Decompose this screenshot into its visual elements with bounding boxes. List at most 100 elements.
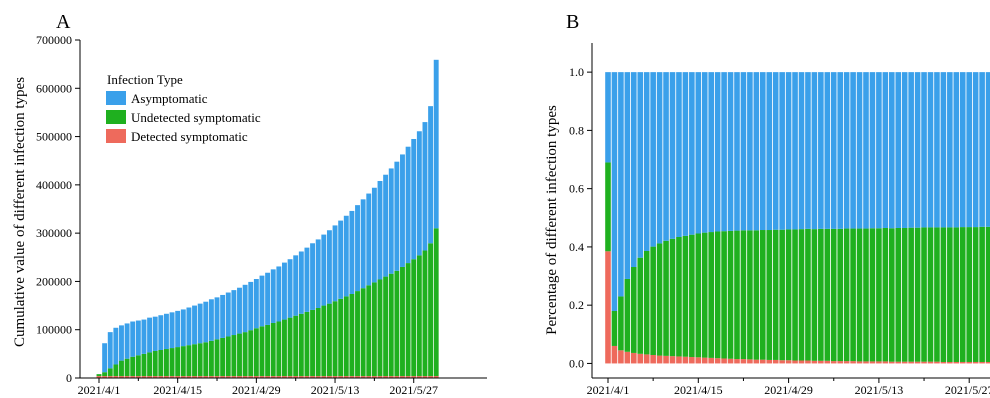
- bar-detected-symptomatic-38: [850, 361, 856, 364]
- bar-undetected-symptomatic-11: [676, 237, 682, 357]
- bar-detected-symptomatic-22: [220, 376, 226, 378]
- bar-detected-symptomatic-60: [433, 376, 439, 378]
- bar-undetected-symptomatic-7: [650, 246, 656, 355]
- bar-undetected-symptomatic-54: [953, 227, 960, 362]
- bar-detected-symptomatic-29: [259, 376, 265, 378]
- bar-detected-symptomatic-59: [985, 361, 990, 364]
- bar-undetected-symptomatic-5: [637, 257, 644, 354]
- bar-undetected-symptomatic-9: [147, 352, 153, 377]
- bar-detected-symptomatic-21: [740, 359, 747, 364]
- bar-detected-symptomatic-17: [192, 376, 197, 378]
- bar-asymptomatic-18: [721, 72, 727, 232]
- y-tick-label: 0: [66, 371, 72, 385]
- bar-detected-symptomatic-52: [388, 376, 394, 378]
- bar-detected-symptomatic-7: [135, 376, 141, 378]
- bar-undetected-symptomatic-21: [214, 339, 220, 377]
- bar-detected-symptomatic-31: [805, 360, 811, 364]
- panel-b-bars: [605, 72, 990, 364]
- bar-undetected-symptomatic-36: [298, 313, 304, 377]
- bar-detected-symptomatic-35: [830, 361, 837, 364]
- bar-asymptomatic-25: [237, 287, 242, 334]
- bar-undetected-symptomatic-51: [383, 276, 389, 377]
- bar-asymptomatic-59: [428, 106, 434, 244]
- bar-detected-symptomatic-26: [772, 359, 779, 364]
- bar-detected-symptomatic-29: [792, 360, 798, 364]
- bar-asymptomatic-48: [914, 72, 921, 228]
- bar-asymptomatic-22: [747, 72, 753, 231]
- bar-detected-symptomatic-40: [863, 361, 869, 364]
- bar-detected-symptomatic-34: [824, 360, 831, 364]
- bar-undetected-symptomatic-16: [186, 345, 192, 377]
- bar-detected-symptomatic-36: [298, 376, 304, 378]
- bar-asymptomatic-36: [837, 72, 843, 229]
- bar-undetected-symptomatic-49: [921, 227, 927, 362]
- bar-detected-symptomatic-32: [811, 360, 818, 364]
- bar-undetected-symptomatic-53: [394, 270, 400, 377]
- bar-undetected-symptomatic-49: [371, 282, 377, 377]
- bar-asymptomatic-40: [863, 72, 869, 229]
- bar-asymptomatic-0: [605, 72, 611, 163]
- bar-asymptomatic-8: [656, 72, 663, 244]
- bar-undetected-symptomatic-26: [772, 229, 779, 360]
- y-tick-label: 700000: [36, 33, 72, 47]
- bar-asymptomatic-29: [259, 275, 265, 327]
- bar-asymptomatic-55: [405, 146, 411, 264]
- y-tick-label: 0.4: [569, 240, 584, 254]
- y-tick-label: 500000: [36, 130, 72, 144]
- bar-undetected-symptomatic-6: [130, 356, 136, 377]
- bar-asymptomatic-44: [889, 72, 895, 229]
- bar-detected-symptomatic-18: [197, 376, 203, 378]
- bar-asymptomatic-40: [321, 234, 327, 306]
- bar-asymptomatic-17: [192, 305, 197, 345]
- y-tick-label: 200000: [36, 274, 72, 288]
- bar-detected-symptomatic-4: [631, 352, 637, 364]
- bar-asymptomatic-34: [824, 72, 831, 229]
- bar-asymptomatic-39: [315, 239, 321, 308]
- bar-undetected-symptomatic-35: [830, 228, 837, 362]
- x-tick-label: 2021/5/13: [855, 383, 904, 397]
- bar-undetected-symptomatic-58: [422, 250, 428, 377]
- bar-detected-symptomatic-19: [203, 376, 209, 378]
- bar-detected-symptomatic-40: [321, 376, 327, 378]
- bar-asymptomatic-38: [310, 243, 316, 310]
- bar-asymptomatic-37: [304, 247, 310, 312]
- x-tick-label: 2021/5/13: [311, 383, 360, 397]
- bar-detected-symptomatic-53: [947, 361, 953, 364]
- bar-detected-symptomatic-6: [643, 354, 650, 364]
- bar-asymptomatic-4: [631, 72, 637, 268]
- bar-asymptomatic-24: [231, 290, 237, 336]
- bar-undetected-symptomatic-47: [908, 227, 914, 362]
- bar-undetected-symptomatic-35: [293, 315, 299, 377]
- bar-undetected-symptomatic-30: [798, 229, 805, 361]
- bar-detected-symptomatic-14: [175, 376, 181, 378]
- bar-undetected-symptomatic-16: [708, 232, 714, 358]
- bar-asymptomatic-44: [343, 215, 349, 297]
- bar-detected-symptomatic-45: [895, 361, 902, 364]
- bar-undetected-symptomatic-43: [882, 227, 889, 362]
- bar-detected-symptomatic-27: [779, 360, 785, 364]
- y-tick-label: 0.2: [569, 298, 584, 312]
- bar-undetected-symptomatic-32: [811, 229, 818, 361]
- bar-detected-symptomatic-50: [927, 361, 934, 364]
- bar-undetected-symptomatic-57: [416, 255, 422, 377]
- bar-detected-symptomatic-8: [656, 355, 663, 364]
- bar-asymptomatic-50: [377, 180, 383, 280]
- bar-asymptomatic-9: [663, 72, 669, 241]
- legend-swatch-undetected: [106, 110, 126, 124]
- legend-label-undetected: Undetected symptomatic: [131, 110, 261, 125]
- bar-asymptomatic-42: [876, 72, 882, 229]
- x-tick-label: 2021/5/27: [389, 383, 438, 397]
- bar-asymptomatic-4: [119, 325, 124, 361]
- bar-undetected-symptomatic-48: [366, 285, 372, 377]
- bar-undetected-symptomatic-30: [265, 324, 271, 377]
- bar-undetected-symptomatic-46: [901, 227, 908, 362]
- panel-b: B 0.0 0.2 0.4 0.6 0.8 1.0 2021/4/1 2021/4/15 202…: [544, 11, 990, 397]
- bar-asymptomatic-45: [349, 210, 355, 294]
- bar-asymptomatic-37: [843, 72, 850, 229]
- bar-undetected-symptomatic-60: [433, 228, 439, 377]
- bar-detected-symptomatic-15: [180, 376, 186, 378]
- bar-asymptomatic-15: [180, 309, 186, 347]
- bar-undetected-symptomatic-40: [863, 228, 869, 362]
- bar-detected-symptomatic-57: [416, 376, 422, 378]
- bar-asymptomatic-54: [953, 72, 960, 228]
